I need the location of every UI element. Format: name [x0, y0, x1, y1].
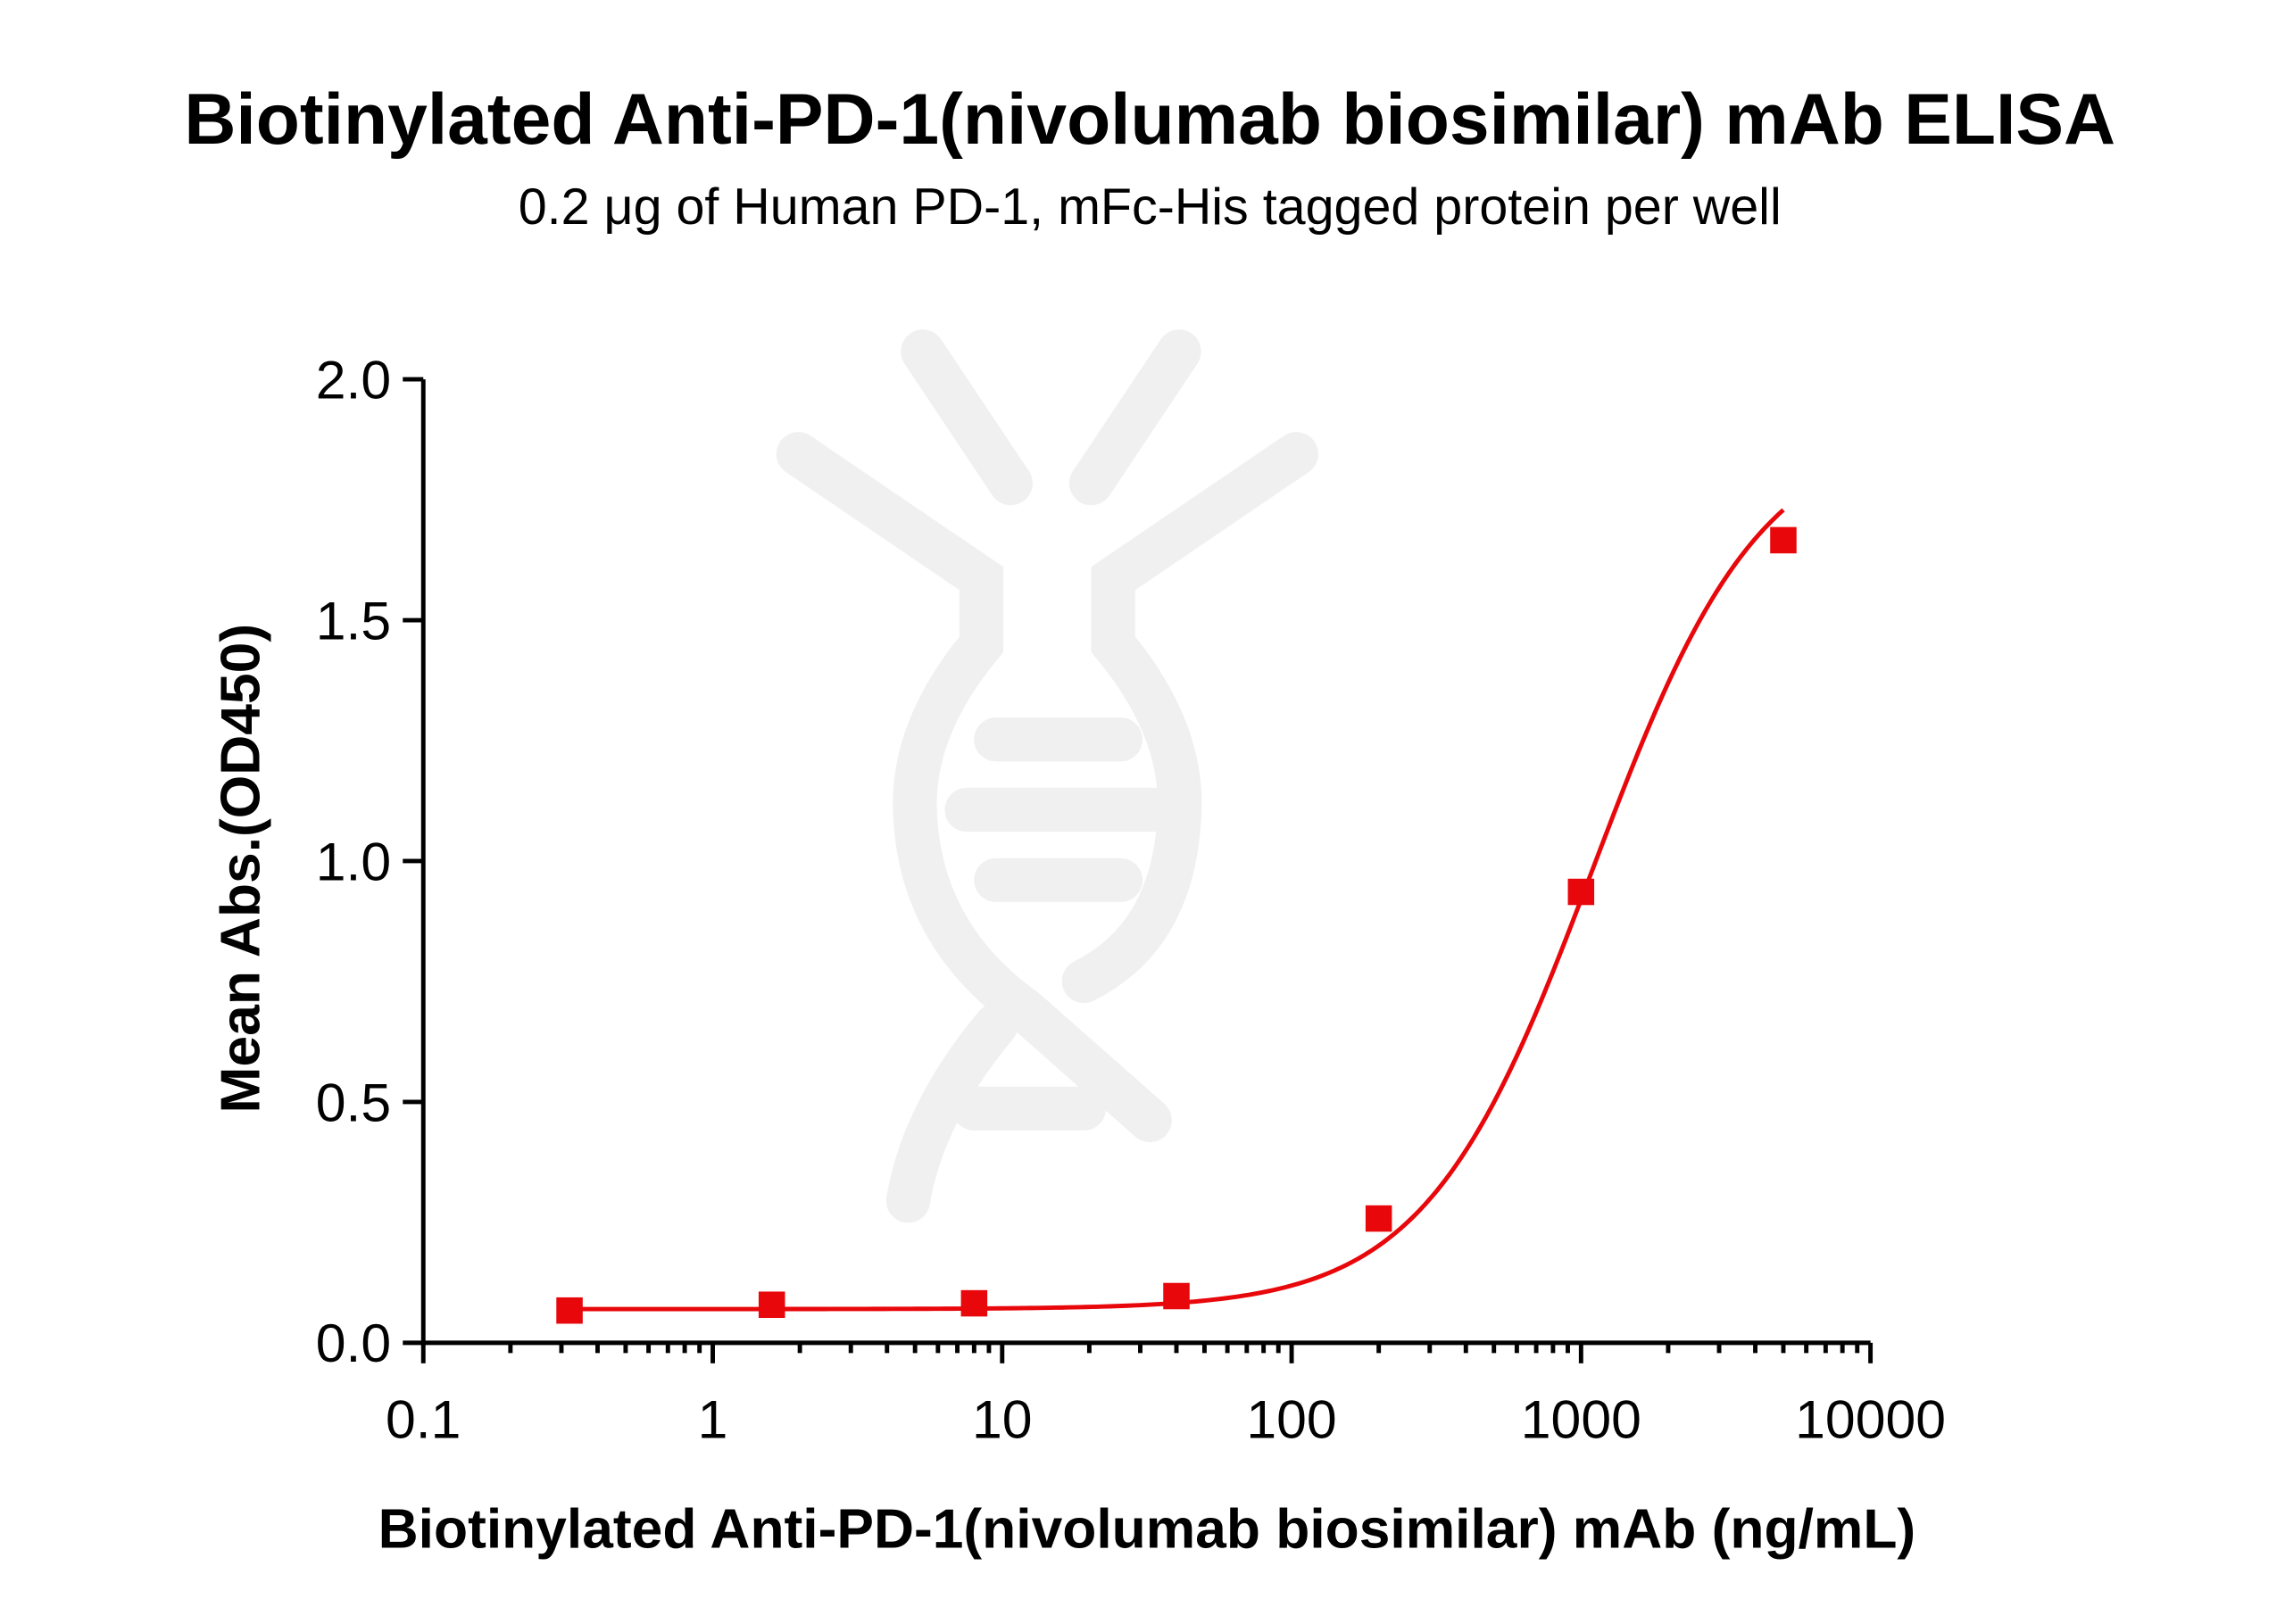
y-axis-label: Mean Abs.(OD450): [210, 624, 271, 1114]
y-tick-label: 0.5: [316, 1072, 391, 1132]
y-tick-label: 1.5: [316, 590, 391, 650]
x-tick-label: 1000: [1521, 1389, 1641, 1450]
chart-title: Biotinylated Anti-PD-1(nivolumab biosimi…: [184, 79, 2115, 160]
watermark-logo: [776, 329, 1318, 1223]
data-point: [1365, 1205, 1392, 1232]
x-tick-label: 0.1: [386, 1389, 461, 1450]
data-point: [960, 1289, 988, 1317]
x-tick-label: 10000: [1795, 1389, 1946, 1450]
y-tick-label: 0.0: [316, 1313, 391, 1373]
x-axis: [420, 1340, 1874, 1363]
data-point: [556, 1297, 583, 1324]
y-axis: [403, 377, 426, 1346]
x-axis-label: Biotinylated Anti-PD-1(nivolumab biosimi…: [378, 1499, 1916, 1561]
y-tick-label: 1.0: [316, 831, 391, 891]
data-point: [758, 1291, 785, 1318]
x-tick-label: 100: [1246, 1389, 1336, 1450]
x-tick-label: 1: [698, 1389, 728, 1450]
data-point: [1163, 1282, 1190, 1310]
chart-subtitle: 0.2 μg of Human PD-1, mFc-His tagged pro…: [519, 178, 1782, 236]
data-point: [1567, 878, 1595, 906]
data-point: [1770, 526, 1797, 554]
x-tick-label: 10: [972, 1389, 1033, 1450]
y-tick-label: 2.0: [316, 349, 391, 410]
